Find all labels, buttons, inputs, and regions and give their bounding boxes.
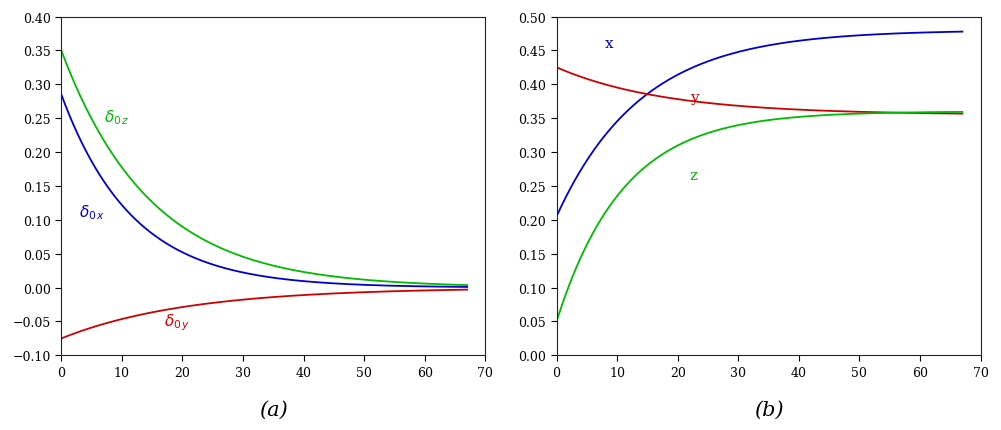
Text: (b): (b) — [754, 399, 784, 418]
Text: (a): (a) — [259, 399, 287, 418]
Text: $\delta_{0\,x}$: $\delta_{0\,x}$ — [79, 203, 106, 221]
Text: y: y — [690, 91, 699, 105]
Text: x: x — [605, 37, 614, 51]
Text: $\delta_{0\,y}$: $\delta_{0\,y}$ — [164, 312, 190, 332]
Text: $\delta_{0\,z}$: $\delta_{0\,z}$ — [104, 108, 129, 127]
Text: z: z — [690, 169, 698, 183]
